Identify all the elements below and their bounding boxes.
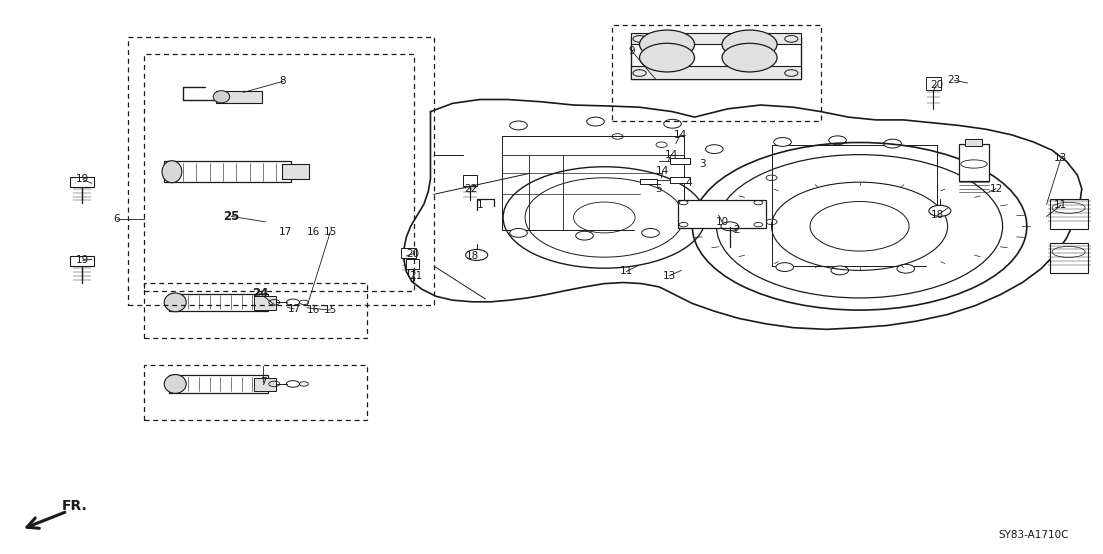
Bar [169, 294, 268, 311]
Text: 13: 13 [1054, 153, 1068, 163]
Bar [965, 139, 982, 146]
Ellipse shape [640, 43, 695, 72]
Bar [959, 143, 989, 181]
Text: 11: 11 [1054, 201, 1068, 211]
Text: 14: 14 [656, 166, 670, 176]
Circle shape [510, 228, 527, 237]
Bar [255, 378, 277, 391]
Text: 5: 5 [655, 184, 662, 194]
Text: 13: 13 [663, 271, 676, 281]
Bar [631, 37, 801, 79]
Text: 22: 22 [464, 184, 478, 194]
Ellipse shape [162, 161, 182, 183]
Text: 16: 16 [308, 227, 321, 237]
Circle shape [587, 117, 604, 126]
Circle shape [773, 137, 791, 146]
Ellipse shape [164, 375, 186, 393]
Text: 18: 18 [931, 211, 944, 220]
Text: 7: 7 [260, 377, 267, 387]
Text: 14: 14 [674, 130, 687, 140]
Bar [169, 375, 268, 393]
Circle shape [706, 212, 724, 221]
Text: 15: 15 [323, 305, 338, 315]
Circle shape [775, 263, 793, 271]
Ellipse shape [213, 91, 229, 103]
Text: FR.: FR. [62, 499, 87, 513]
Text: 8: 8 [280, 76, 287, 86]
Ellipse shape [722, 30, 777, 59]
Text: 20: 20 [406, 249, 419, 259]
Text: 3: 3 [699, 159, 706, 169]
Circle shape [828, 136, 846, 145]
Circle shape [642, 228, 660, 237]
Circle shape [831, 266, 848, 275]
Text: 19: 19 [76, 175, 89, 184]
Text: 4: 4 [686, 178, 693, 188]
Circle shape [576, 231, 593, 240]
Text: 1: 1 [476, 201, 483, 211]
Bar [1050, 243, 1089, 273]
Bar [631, 66, 801, 79]
Bar [69, 256, 94, 266]
Text: 20: 20 [930, 80, 943, 90]
Circle shape [664, 119, 682, 128]
Bar [640, 179, 657, 184]
Bar [69, 177, 94, 187]
Text: 25: 25 [223, 210, 239, 223]
Bar [406, 259, 419, 269]
Bar [144, 283, 366, 337]
Text: SY83-A1710C: SY83-A1710C [998, 531, 1069, 541]
Circle shape [706, 145, 724, 153]
Bar [1050, 199, 1089, 229]
Ellipse shape [164, 293, 186, 312]
Bar [925, 78, 941, 90]
Circle shape [897, 264, 914, 273]
Bar [671, 158, 690, 164]
Bar [400, 248, 416, 258]
Text: 12: 12 [989, 184, 1003, 194]
Bar [216, 91, 263, 103]
Text: 23: 23 [947, 75, 961, 85]
Text: 2: 2 [733, 225, 740, 235]
Bar [144, 365, 366, 420]
Bar [612, 24, 821, 121]
Bar [128, 37, 433, 305]
Text: 16: 16 [308, 305, 321, 315]
Text: 17: 17 [279, 227, 292, 237]
Text: 24: 24 [251, 287, 268, 300]
Text: 21: 21 [409, 271, 422, 281]
Text: 17: 17 [288, 304, 301, 314]
Text: 9: 9 [629, 46, 635, 56]
Circle shape [465, 249, 488, 260]
Text: 18: 18 [465, 251, 479, 261]
Ellipse shape [640, 30, 695, 59]
Bar [671, 177, 690, 183]
Text: 11: 11 [620, 266, 633, 276]
Bar [144, 54, 414, 291]
Text: 15: 15 [323, 227, 338, 237]
Ellipse shape [722, 43, 777, 72]
Bar [678, 200, 767, 228]
Circle shape [510, 121, 527, 130]
Bar [463, 175, 476, 186]
Text: 19: 19 [76, 255, 89, 265]
Circle shape [884, 139, 901, 148]
Text: 6: 6 [114, 214, 120, 224]
Bar [631, 33, 801, 44]
Text: 14: 14 [665, 150, 678, 160]
Bar [282, 164, 310, 179]
Bar [164, 161, 291, 182]
Text: 10: 10 [716, 217, 729, 227]
Circle shape [929, 206, 951, 217]
Bar [255, 296, 277, 310]
